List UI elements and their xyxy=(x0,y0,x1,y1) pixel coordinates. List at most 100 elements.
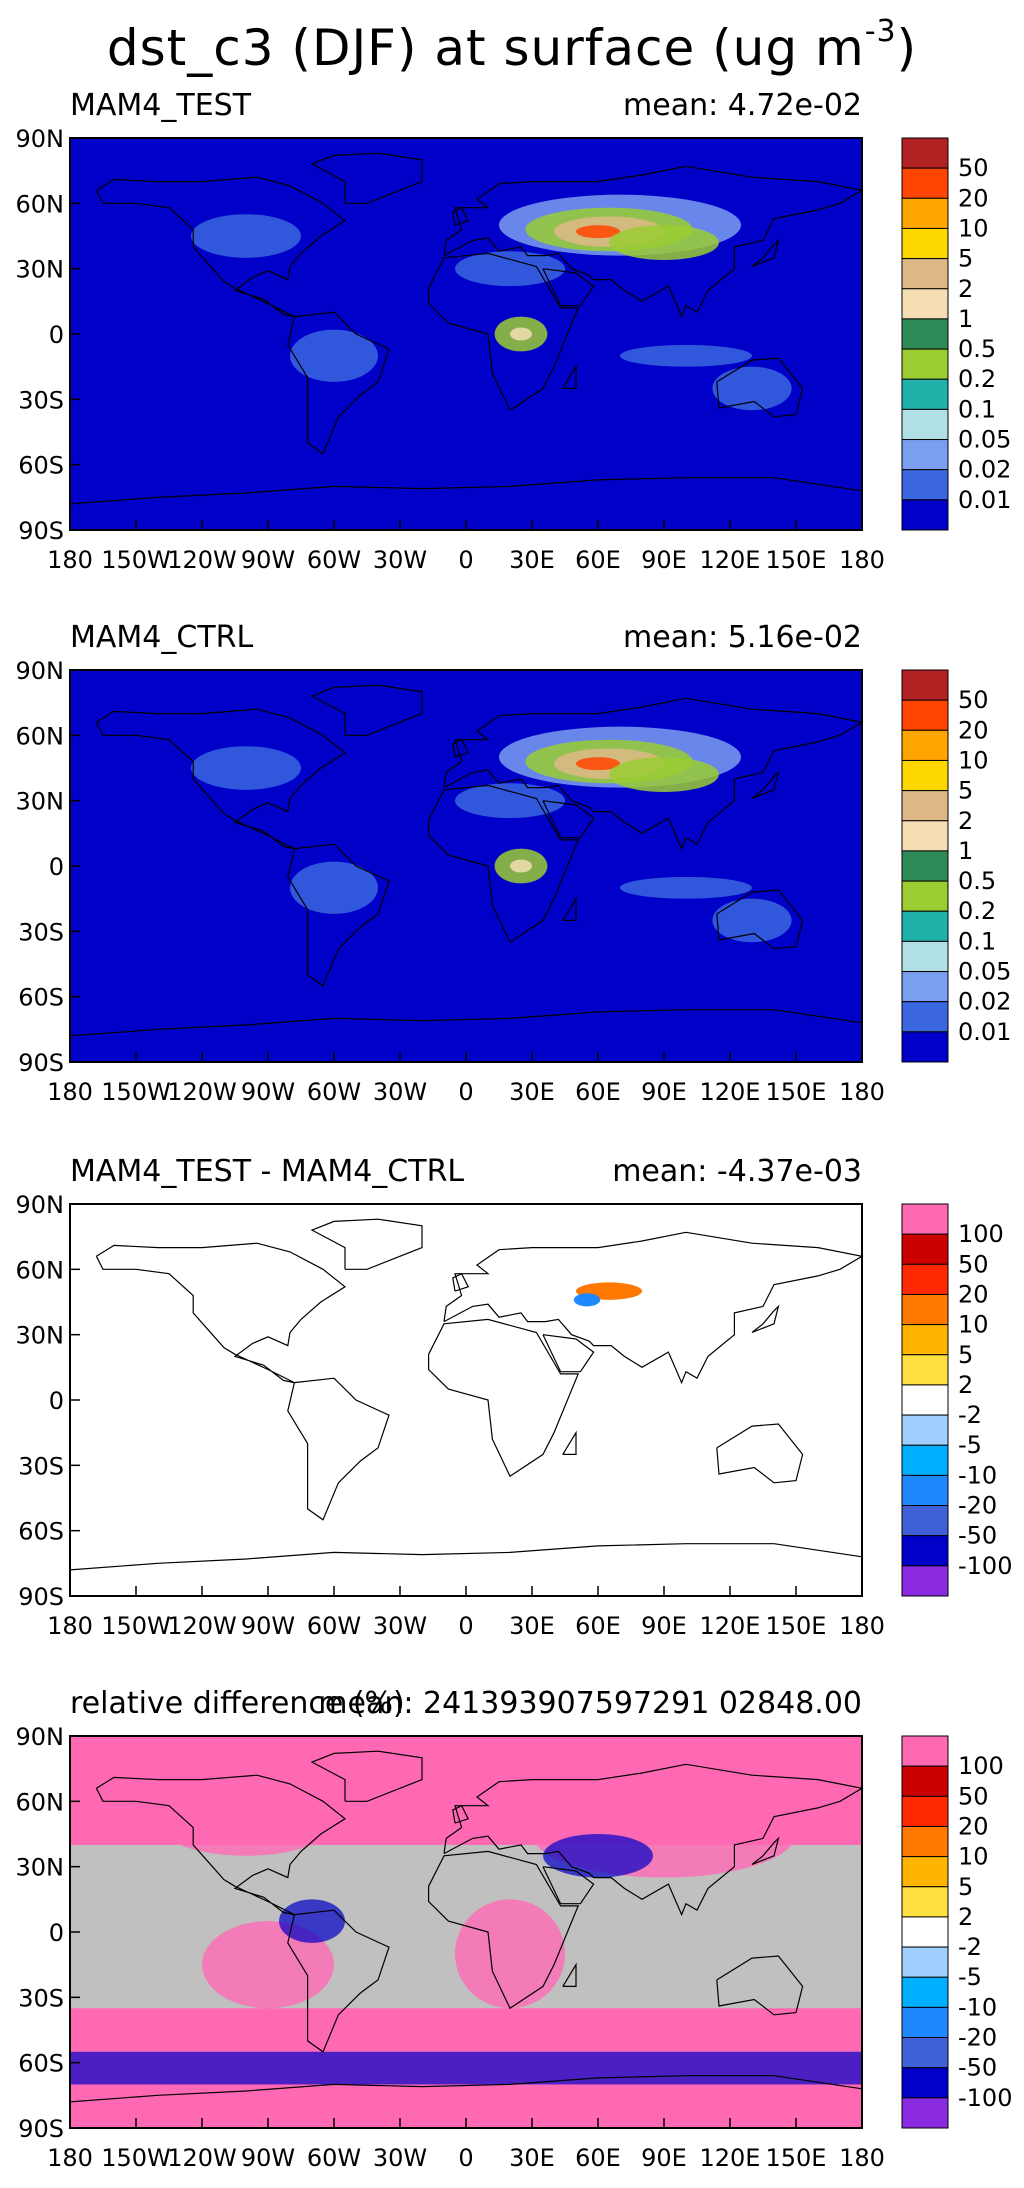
coastline-antarctica xyxy=(69,2075,863,2103)
diff-negative xyxy=(573,1293,601,1307)
panel-mean: mean: 4.72e-02 xyxy=(623,88,862,123)
panel-mean: mean: 5.16e-02 xyxy=(623,620,862,655)
colorbar-swatch xyxy=(901,469,949,501)
lat-tick-label: 30S xyxy=(18,386,64,414)
colorbar-label: -10 xyxy=(958,1461,997,1489)
lon-tick-label: 90E xyxy=(641,1078,687,1106)
colorbar-swatch xyxy=(901,1976,949,2008)
southern-ocean-band xyxy=(70,2051,862,2085)
lon-tick-label: 90E xyxy=(641,546,687,574)
lat-tick-label: 90S xyxy=(18,2115,64,2143)
colorbar-swatch xyxy=(901,1505,949,1537)
lat-tick-label: 90S xyxy=(18,517,64,545)
dust-region xyxy=(620,876,752,899)
coastline-madagascar xyxy=(562,1430,577,1455)
panel-title: MAM4_TEST - MAM4_CTRL xyxy=(70,1154,465,1189)
colorbar-label: 1 xyxy=(958,305,973,333)
lat-tick-label: 60N xyxy=(16,190,65,218)
coastline-british-isles xyxy=(452,206,470,226)
colorbar-label: 0.05 xyxy=(958,958,1011,986)
colorbar-swatch xyxy=(901,759,949,792)
coastline-north-america xyxy=(95,1774,347,1916)
colorbar-swatch xyxy=(901,2006,949,2039)
figure-title: dst_c3 (DJF) at surface (ug m-3) xyxy=(0,0,1024,80)
figure-title-close: ) xyxy=(896,19,918,77)
colorbar-swatch xyxy=(901,1324,949,1356)
coastline-africa xyxy=(428,784,580,944)
colorbar-label: 50 xyxy=(958,154,989,182)
lon-tick-label: 30E xyxy=(509,546,555,574)
dust-region xyxy=(620,344,752,367)
lon-tick-label: 0 xyxy=(458,546,473,574)
lat-tick-label: 60S xyxy=(18,2050,64,2078)
coastline-north-america xyxy=(95,1242,347,1384)
coastline-south-america xyxy=(287,311,390,455)
colorbar-swatch xyxy=(901,288,949,320)
colorbar-label: 1 xyxy=(958,837,973,865)
colorbar-swatch xyxy=(901,439,949,471)
lon-tick-label: 180 xyxy=(47,546,93,574)
colorbar-swatch xyxy=(901,1414,949,1446)
coastline-greenland xyxy=(310,1750,423,1802)
dust-region xyxy=(609,225,719,260)
colorbar-label: 0.01 xyxy=(958,486,1011,514)
lon-tick-label: 0 xyxy=(458,1612,473,1640)
colorbar-swatch xyxy=(901,2097,949,2129)
coastline-arabia xyxy=(542,800,595,839)
colorbar-label: 0.02 xyxy=(958,988,1011,1016)
lon-tick-label: 30W xyxy=(373,546,427,574)
lon-tick-label: 180 xyxy=(839,1078,885,1106)
colorbar-label: 2 xyxy=(958,807,973,835)
colorbar-swatch xyxy=(901,1916,949,1948)
coastline-australia xyxy=(716,357,804,418)
colorbar-swatch xyxy=(901,850,949,882)
coastline-greenland xyxy=(310,684,423,736)
lon-tick-label: 120W xyxy=(167,2144,237,2172)
coastline-arabia xyxy=(542,1334,595,1373)
colorbar-label: -2 xyxy=(958,1401,982,1429)
coastline-antarctica xyxy=(69,1543,863,1571)
map-background xyxy=(70,670,862,1062)
colorbar-swatch xyxy=(901,1735,949,1767)
coastline-south-america xyxy=(287,1377,390,1521)
colorbar-label: -20 xyxy=(958,1492,997,1520)
colorbar-swatch xyxy=(901,910,949,942)
colorbar-swatch xyxy=(901,820,949,852)
colorbar-label: -50 xyxy=(958,1522,997,1550)
lat-tick-label: 60S xyxy=(18,452,64,480)
lon-tick-label: 180 xyxy=(839,2144,885,2172)
lon-tick-label: 180 xyxy=(47,2144,93,2172)
colorbar-label: 2 xyxy=(958,1903,973,1931)
coastline-australia xyxy=(716,889,804,950)
colorbar-swatch xyxy=(901,1565,949,1597)
coastline-australia xyxy=(716,1955,804,2016)
colorbar-swatch xyxy=(901,408,949,441)
colorbar-swatch xyxy=(901,1263,949,1295)
colorbar-swatch xyxy=(901,2067,949,2099)
lon-tick-label: 120W xyxy=(167,1612,237,1640)
lat-tick-label: 30N xyxy=(16,256,65,284)
colorbar-swatch xyxy=(901,1825,949,1858)
dust-region xyxy=(510,859,532,873)
dust-region xyxy=(290,861,378,914)
lon-tick-label: 150E xyxy=(766,1078,827,1106)
dust-region xyxy=(712,898,792,943)
lat-tick-label: 90N xyxy=(16,1191,65,1219)
panel-mean: mean: 241393907597291 02848.00 xyxy=(318,1686,862,1721)
lon-tick-label: 60E xyxy=(575,1078,621,1106)
lat-tick-label: 90N xyxy=(16,125,65,153)
coastline-greenland xyxy=(310,152,423,204)
coastline-north-america xyxy=(95,708,347,850)
colorbar-swatch xyxy=(901,499,949,531)
lon-tick-label: 90W xyxy=(241,1078,295,1106)
lon-tick-label: 90W xyxy=(241,546,295,574)
colorbar-label: 10 xyxy=(958,1843,989,1871)
colorbar-swatch xyxy=(901,1765,949,1797)
lat-tick-label: 60N xyxy=(16,722,65,750)
colorbar-swatch xyxy=(901,1384,949,1416)
colorbar-swatch xyxy=(901,880,949,912)
dust-region xyxy=(576,757,620,771)
